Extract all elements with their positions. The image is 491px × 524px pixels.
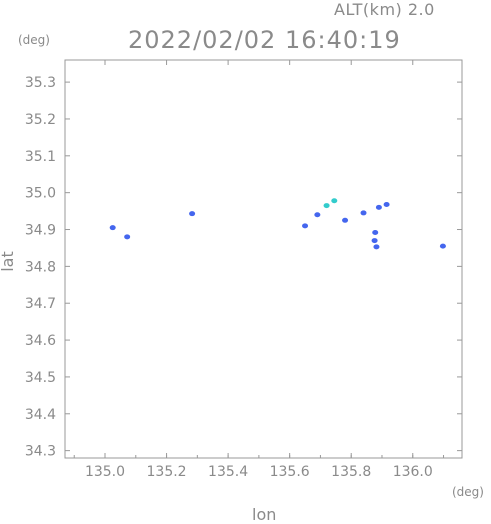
y-tick-label: 34.7 [25,296,56,312]
x-tick-label: 135.8 [331,464,371,480]
x-tick-label: 135.0 [85,464,125,480]
y-tick-label: 34.4 [25,407,56,423]
echo-mark [383,201,390,207]
y-tick-label: 35.2 [25,112,56,128]
echo-mark [314,212,321,218]
plot-frame [64,59,463,459]
echo-mark [189,211,196,217]
echo-mark [342,217,349,223]
x-tick-label: 135.6 [270,464,310,480]
x-axis-unit: (deg) [452,485,484,499]
x-tick-label: 135.2 [147,464,187,480]
data-marks [109,198,446,250]
y-tick-label: 34.5 [25,370,56,386]
x-tick-label: 135.4 [208,464,248,480]
altitude-label: ALT(km) 2.0 [334,0,435,19]
echo-mark [371,238,378,244]
y-tick-label: 35.0 [25,186,56,202]
x-axis-label: lon [252,505,277,524]
echo-mark [124,234,131,240]
timestamp: 2022/02/02 16:40:19 [128,26,401,54]
y-tick-label: 35.1 [25,149,56,165]
y-tick-label: 35.3 [25,75,56,91]
echo-mark [372,229,379,235]
echo-mark [360,210,367,216]
echo-mark [373,244,380,250]
axis-ticks: 135.0 135.2 135.4 135.6 135.8 136.0 34.3 34.4 34… [25,60,462,480]
echo-mark [109,225,116,231]
y-tick-label: 34.3 [25,444,56,460]
y-tick-label: 34.6 [25,333,56,349]
y-axis-unit: (deg) [18,33,50,47]
x-tick-label: 136.0 [393,464,433,480]
y-tick-label: 34.9 [25,223,56,239]
y-tick-label: 34.8 [25,259,56,275]
echo-mark [375,204,382,210]
echo-mark [323,203,330,209]
echo-mark [302,223,309,229]
echo-mark [331,198,338,204]
echo-mark [439,243,446,249]
